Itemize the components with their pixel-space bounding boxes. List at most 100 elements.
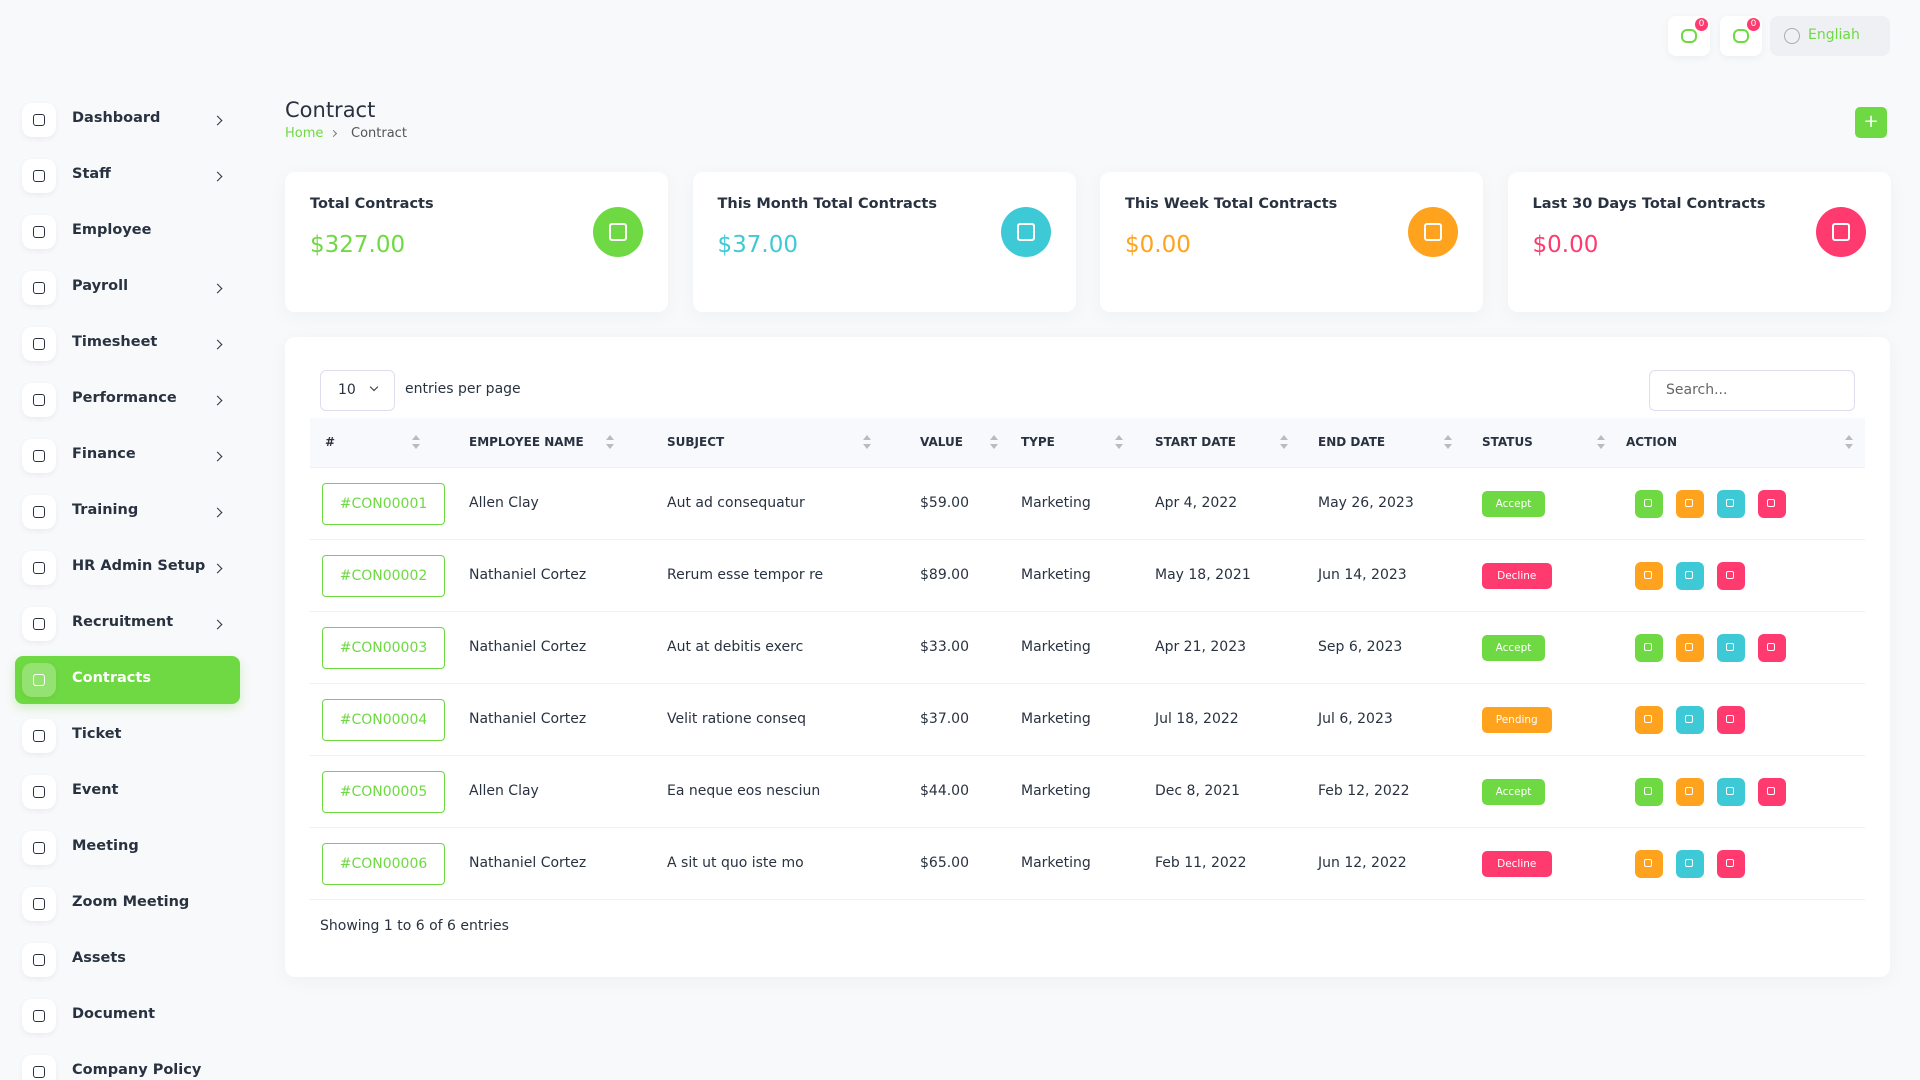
sidebar-icon-glyph [33, 338, 45, 350]
column-header[interactable]: # [325, 435, 336, 449]
action-view[interactable] [1676, 778, 1704, 806]
language-selector[interactable]: Engliah [1770, 16, 1890, 56]
sidebar-item[interactable]: Training [72, 502, 139, 518]
sidebar-item[interactable]: Payroll [72, 278, 129, 294]
sidebar-item[interactable]: Document [72, 1006, 156, 1022]
sidebar-item[interactable]: Timesheet [72, 334, 158, 350]
cell-value: $65.00 [920, 855, 969, 871]
language-label: Engliah [1808, 27, 1860, 43]
action-delete[interactable] [1758, 778, 1786, 806]
column-header[interactable]: STATUS [1482, 435, 1533, 449]
sidebar-item[interactable]: Staff [72, 166, 111, 182]
sidebar-icon [22, 271, 56, 305]
column-header[interactable]: SUBJECT [667, 435, 725, 449]
column-header[interactable]: TYPE [1021, 435, 1055, 449]
contract-id-button[interactable]: #CON00003 [322, 627, 445, 669]
action-delete[interactable] [1758, 490, 1786, 518]
notification-button[interactable]: 0 [1668, 16, 1710, 56]
contract-id-button[interactable]: #CON00002 [322, 555, 445, 597]
contract-id-button[interactable]: #CON00006 [322, 843, 445, 885]
table-header-bg [310, 418, 1865, 468]
sidebar-item[interactable]: Event [72, 782, 119, 798]
search-input[interactable]: Search... [1649, 370, 1855, 411]
stat-value: $0.00 [1532, 232, 1599, 258]
action-edit[interactable] [1676, 706, 1704, 734]
action-edit[interactable] [1717, 634, 1745, 662]
action-view[interactable] [1676, 490, 1704, 518]
action-copy[interactable] [1635, 778, 1663, 806]
action-edit[interactable] [1676, 562, 1704, 590]
sidebar-item[interactable]: Performance [72, 390, 177, 406]
action-view[interactable] [1635, 562, 1663, 590]
sidebar-item[interactable]: Company Policy [72, 1062, 202, 1078]
add-button[interactable]: + [1855, 107, 1887, 138]
action-delete[interactable] [1717, 850, 1745, 878]
sidebar-icon-glyph [33, 1066, 45, 1078]
action-delete[interactable] [1717, 706, 1745, 734]
column-header[interactable]: ACTION [1626, 435, 1677, 449]
action-view[interactable] [1676, 634, 1704, 662]
action-glyph [1767, 643, 1775, 651]
chevron [212, 339, 223, 350]
contract-id-button[interactable]: #CON00005 [322, 771, 445, 813]
page-size-select[interactable]: 10 [320, 370, 395, 411]
action-view[interactable] [1635, 706, 1663, 734]
stat-icon-glyph [1831, 223, 1850, 241]
sort-icon [1845, 444, 1853, 449]
sidebar-item[interactable]: Meeting [72, 838, 139, 854]
column-header[interactable]: START DATE [1155, 435, 1236, 449]
stat-card: Total Contracts $327.00 [285, 172, 668, 312]
sort-icon [1597, 435, 1605, 440]
status-badge: Pending [1482, 707, 1552, 733]
notification-button[interactable]: 0 [1720, 16, 1762, 56]
stat-value: $37.00 [717, 232, 798, 258]
column-header[interactable]: VALUE [920, 435, 963, 449]
action-delete[interactable] [1758, 634, 1786, 662]
contract-id-button[interactable]: #CON00004 [322, 699, 445, 741]
sidebar-item[interactable]: Recruitment [72, 614, 174, 630]
cell-subject: Aut at debitis exerc [667, 639, 804, 655]
table-row-border [310, 827, 1865, 828]
sidebar-item[interactable]: Zoom Meeting [72, 894, 190, 910]
cell-value: $89.00 [920, 567, 969, 583]
sort-icon [990, 444, 998, 449]
action-glyph [1644, 571, 1652, 579]
sidebar-icon [22, 607, 56, 641]
sidebar-icon [22, 775, 56, 809]
sidebar-icon-glyph [33, 114, 45, 126]
breadcrumb-item[interactable]: Home [285, 126, 324, 141]
sidebar-item[interactable]: Dashboard [72, 110, 161, 126]
cell-value: $33.00 [920, 639, 969, 655]
cell-subject: Rerum esse tempor re [667, 567, 824, 583]
sidebar-item[interactable]: HR Admin Setup [72, 558, 206, 574]
sidebar-icon-glyph [33, 674, 45, 686]
action-copy[interactable] [1635, 634, 1663, 662]
contract-id: #CON00003 [339, 640, 428, 656]
action-glyph [1685, 571, 1693, 579]
stat-label: This Week Total Contracts [1125, 196, 1338, 212]
notification-glyph [1733, 29, 1749, 43]
action-view[interactable] [1635, 850, 1663, 878]
sidebar-item[interactable]: Ticket [72, 726, 122, 742]
cell-type: Marketing [1021, 495, 1091, 511]
sidebar-item[interactable]: Employee [72, 222, 152, 238]
column-header[interactable]: EMPLOYEE NAME [469, 435, 584, 449]
column-header[interactable]: END DATE [1318, 435, 1386, 449]
action-edit[interactable] [1717, 490, 1745, 518]
contract-id: #CON00004 [339, 712, 428, 728]
sidebar-item[interactable]: Finance [72, 446, 136, 462]
contract-id-button[interactable]: #CON00001 [322, 483, 445, 525]
cell-type: Marketing [1021, 783, 1091, 799]
sidebar-icon [22, 831, 56, 865]
action-edit[interactable] [1717, 778, 1745, 806]
cell-start: May 18, 2021 [1155, 567, 1251, 583]
sidebar-item[interactable]: Assets [72, 950, 126, 966]
sidebar-icon-glyph [33, 786, 45, 798]
sidebar-item[interactable]: Contracts [72, 670, 151, 686]
action-edit[interactable] [1676, 850, 1704, 878]
sidebar-icon-glyph [33, 842, 45, 854]
sidebar-icon-glyph [33, 954, 45, 966]
action-delete[interactable] [1717, 562, 1745, 590]
action-copy[interactable] [1635, 490, 1663, 518]
